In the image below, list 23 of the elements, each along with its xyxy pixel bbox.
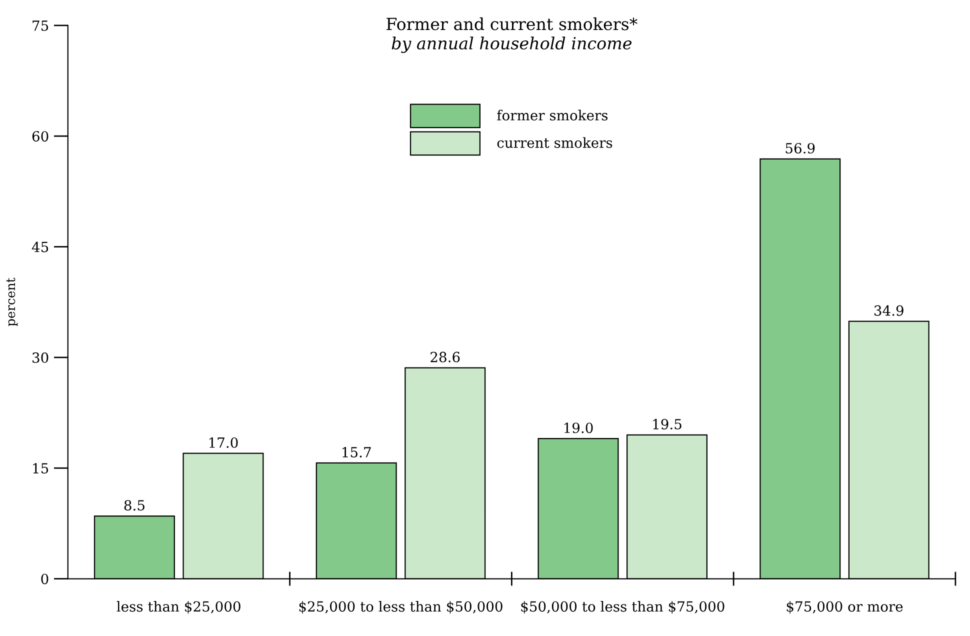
legend-label: former smokers xyxy=(497,110,608,121)
data-label: 8.5 xyxy=(124,500,144,511)
y-tick-label: 45 xyxy=(32,242,48,252)
x-tick-label: $25,000 to less than $50,000 xyxy=(299,600,502,614)
x-tick-label: $50,000 to less than $75,000 xyxy=(521,600,724,614)
x-tick-label: $75,000 or more xyxy=(786,600,903,614)
legend-label: current smokers xyxy=(497,137,612,148)
y-tick-label: 15 xyxy=(33,463,48,474)
data-label: 28.6 xyxy=(430,352,460,362)
chart-title: Former and current smokers* xyxy=(386,17,638,30)
y-tick-label: 30 xyxy=(32,352,48,363)
data-label: 19.5 xyxy=(653,418,682,430)
data-label: 19.0 xyxy=(564,422,593,434)
y-tick-label: 0 xyxy=(41,574,48,584)
data-label: 15.7 xyxy=(342,446,371,458)
data-label: 34.9 xyxy=(874,305,904,316)
y-axis-title: percent xyxy=(6,278,18,326)
data-label: 17.0 xyxy=(209,437,238,448)
y-tick-label: 60 xyxy=(32,131,48,142)
data-label: 56.9 xyxy=(786,143,815,154)
y-tick-label: 75 xyxy=(32,20,48,31)
text: by annual household income xyxy=(392,36,632,53)
x-tick-label: less than $25,000 xyxy=(116,600,240,614)
